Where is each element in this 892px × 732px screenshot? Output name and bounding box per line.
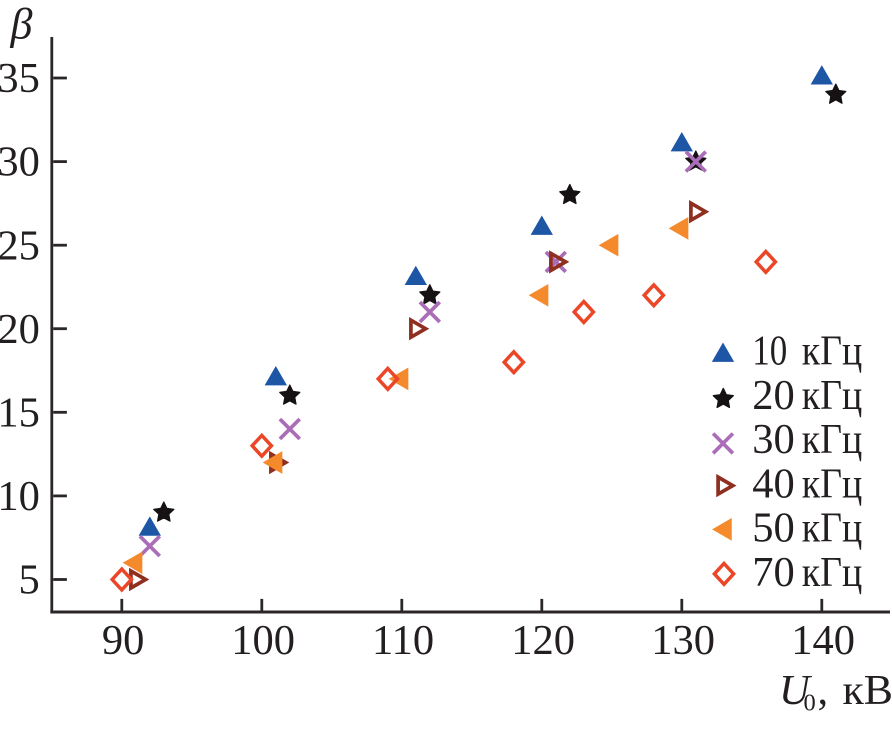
svg-text:20: 20	[752, 372, 795, 419]
svg-text:5: 5	[19, 557, 40, 604]
svg-text:20: 20	[0, 306, 40, 353]
svg-text:120: 120	[511, 617, 575, 664]
svg-text:40: 40	[752, 460, 795, 507]
svg-text:30: 30	[752, 416, 795, 463]
svg-text:15: 15	[0, 389, 40, 436]
svg-text:10: 10	[0, 473, 40, 520]
svg-text:кГц: кГц	[802, 549, 863, 596]
svg-text:кГц: кГц	[802, 505, 863, 552]
svg-text:25: 25	[0, 222, 40, 269]
svg-text:кВ: кВ	[843, 667, 892, 714]
svg-text:0: 0	[804, 690, 816, 717]
svg-text:β: β	[10, 0, 33, 49]
svg-text:кГц: кГц	[802, 372, 863, 419]
svg-text:70: 70	[752, 549, 795, 596]
svg-text:50: 50	[752, 505, 795, 552]
svg-text:кГц: кГц	[802, 416, 863, 463]
svg-text:кГц: кГц	[802, 460, 863, 507]
svg-text:100: 100	[231, 617, 295, 664]
svg-text:140: 140	[791, 617, 855, 664]
svg-text:30: 30	[0, 139, 40, 186]
svg-text:130: 130	[651, 617, 715, 664]
svg-text:90: 90	[102, 617, 145, 664]
svg-text:110: 110	[372, 617, 434, 664]
svg-text:кГц: кГц	[802, 328, 863, 375]
svg-text:,: ,	[818, 667, 829, 714]
svg-text:35: 35	[0, 55, 40, 102]
svg-text:10: 10	[752, 328, 787, 375]
